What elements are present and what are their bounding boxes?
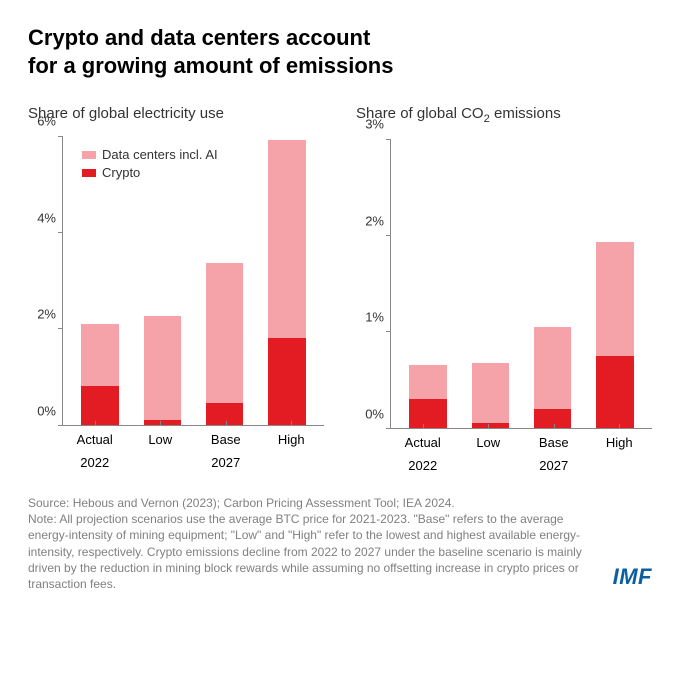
emissions-panel: Share of global CO2 emissions 0% 1% 2% 3% A… bbox=[356, 105, 652, 473]
bar-segment-datacenters bbox=[409, 365, 446, 399]
bar-segment-crypto bbox=[144, 420, 181, 425]
bar-stack bbox=[144, 316, 181, 425]
electricity-plot: 0%2%4%6% bbox=[28, 136, 324, 426]
x-label: High bbox=[259, 426, 325, 447]
x-group-label: 2027 bbox=[456, 454, 653, 473]
x-label: Actual bbox=[390, 429, 456, 450]
x-group-label: 2027 bbox=[128, 451, 325, 470]
bar-segment-datacenters bbox=[268, 140, 305, 338]
bar-stack bbox=[409, 365, 446, 428]
electricity-subtitle: Share of global electricity use bbox=[28, 105, 324, 122]
bar-segment-crypto bbox=[206, 403, 243, 425]
bar-stack bbox=[534, 327, 571, 428]
x-label: High bbox=[587, 429, 653, 450]
charts-row: Share of global electricity use Data cen… bbox=[28, 105, 652, 473]
bar-stack bbox=[81, 324, 118, 425]
bar-slot bbox=[459, 139, 521, 428]
bar-stack bbox=[206, 263, 243, 425]
bar-segment-datacenters bbox=[596, 242, 633, 355]
y-tick-label: 6% bbox=[37, 114, 56, 129]
bar-stack bbox=[472, 363, 509, 428]
x-label: Low bbox=[456, 429, 522, 450]
bar-slot bbox=[69, 136, 131, 425]
y-tick-label: 3% bbox=[365, 117, 384, 132]
emissions-subtitle: Share of global CO2 emissions bbox=[356, 105, 652, 125]
y-tick-label: 1% bbox=[365, 310, 384, 325]
emissions-plot: 0%1%2%3% bbox=[356, 139, 652, 429]
x-label: Low bbox=[128, 426, 194, 447]
footer: Source: Hebous and Vernon (2023); Carbon… bbox=[28, 495, 652, 592]
chart-title: Crypto and data centers account for a gr… bbox=[28, 24, 652, 79]
bar-segment-crypto bbox=[268, 338, 305, 425]
electricity-panel: Share of global electricity use Data cen… bbox=[28, 105, 324, 473]
bar-segment-crypto bbox=[81, 386, 118, 425]
bar-segment-datacenters bbox=[472, 363, 509, 423]
bar-slot bbox=[397, 139, 459, 428]
x-group-label: 2022 bbox=[62, 451, 128, 470]
x-label: Actual bbox=[62, 426, 128, 447]
bar-segment-datacenters bbox=[534, 327, 571, 409]
x-label: Base bbox=[193, 426, 259, 447]
bar-stack bbox=[596, 242, 633, 428]
y-tick-label: 0% bbox=[365, 407, 384, 422]
bar-slot bbox=[522, 139, 584, 428]
bar-segment-datacenters bbox=[144, 316, 181, 420]
x-group-label: 2022 bbox=[390, 454, 456, 473]
bar-slot bbox=[194, 136, 256, 425]
x-label: Base bbox=[521, 429, 587, 450]
y-tick-label: 0% bbox=[37, 404, 56, 419]
bar-segment-crypto bbox=[472, 423, 509, 428]
source-note: Source: Hebous and Vernon (2023); Carbon… bbox=[28, 495, 597, 592]
y-tick-label: 2% bbox=[37, 307, 56, 322]
bar-stack bbox=[268, 140, 305, 425]
bar-slot bbox=[131, 136, 193, 425]
bar-segment-datacenters bbox=[206, 263, 243, 403]
y-tick-label: 2% bbox=[365, 213, 384, 228]
bar-segment-crypto bbox=[596, 356, 633, 429]
imf-logo: IMF bbox=[613, 564, 652, 592]
bar-segment-crypto bbox=[534, 409, 571, 428]
bar-slot bbox=[584, 139, 646, 428]
bar-slot bbox=[256, 136, 318, 425]
y-tick-label: 4% bbox=[37, 210, 56, 225]
bar-segment-crypto bbox=[409, 399, 446, 428]
bar-segment-datacenters bbox=[81, 324, 118, 387]
